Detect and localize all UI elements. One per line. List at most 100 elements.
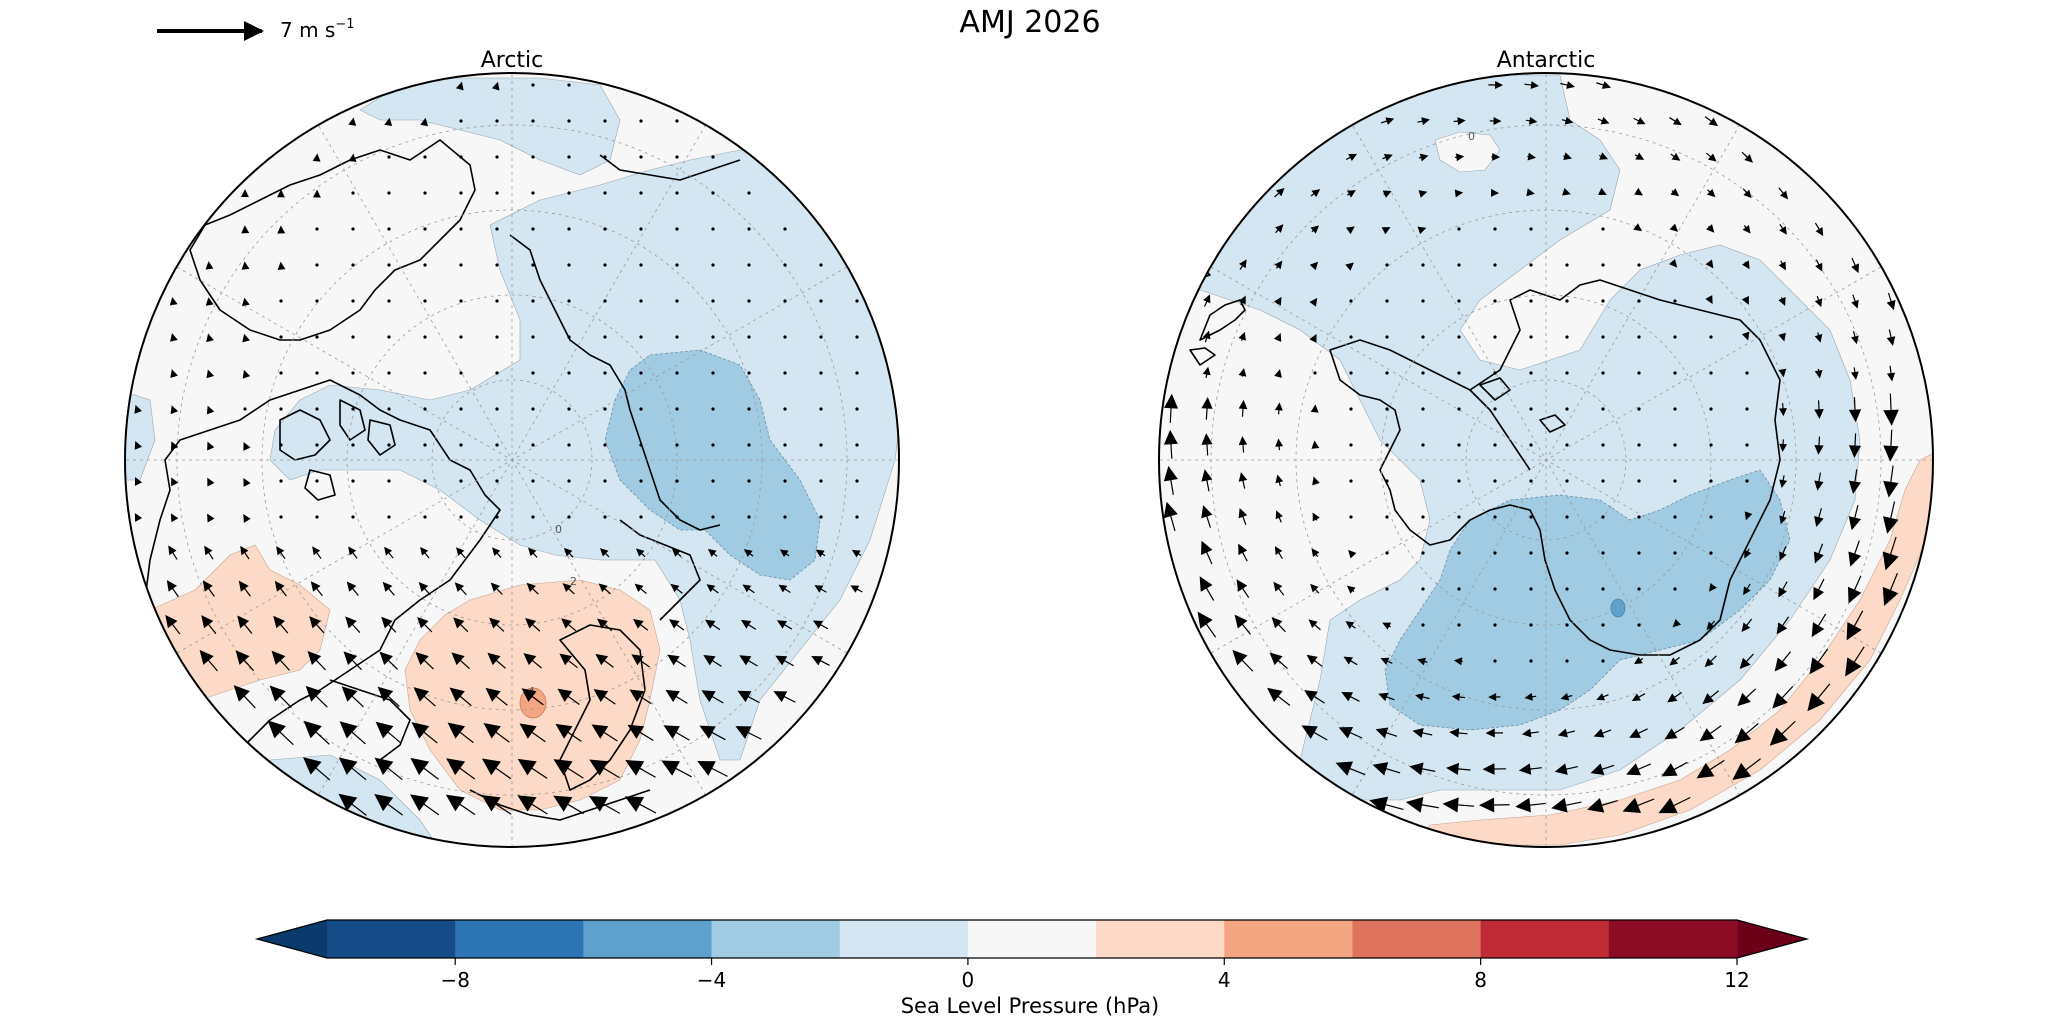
wind-vector (1883, 429, 1899, 462)
wind-vector (483, 722, 510, 743)
wind-vector (206, 333, 214, 343)
wind-vector (1529, 443, 1533, 447)
wind-vector (747, 407, 751, 411)
wind-vector (1529, 479, 1533, 483)
wind-vector (1779, 439, 1788, 452)
colorbar-segment (1096, 920, 1225, 958)
wind-vector (1457, 551, 1461, 555)
wind-vector (811, 656, 830, 666)
wind-vector (387, 155, 391, 159)
wind-vector (521, 688, 544, 706)
wind-vector (1598, 152, 1609, 160)
wind-vector (1421, 623, 1425, 627)
wind-vector (1565, 659, 1569, 663)
wind-vector (1274, 187, 1285, 198)
wind-vector (454, 582, 467, 596)
wind-vector (1421, 479, 1425, 483)
wind-vector (1673, 515, 1677, 519)
arctic-contour-label-0: 0 (555, 523, 562, 536)
colorbar-segment (327, 920, 456, 958)
wind-vector (851, 549, 862, 558)
wind-vector (307, 650, 326, 671)
wind-vector (1882, 501, 1899, 534)
wind-vector (1601, 515, 1605, 519)
wind-vector (1524, 692, 1537, 701)
wind-vector (639, 191, 643, 195)
wind-vector (1274, 260, 1283, 270)
antarctic-graticule (1159, 73, 1933, 847)
wind-vector (783, 443, 787, 447)
wind-vector (1850, 367, 1859, 380)
wind-vector (348, 117, 357, 126)
wind-vector (779, 549, 790, 558)
wind-vector (1345, 153, 1358, 162)
wind-vector (639, 371, 643, 375)
wind-vector (1275, 224, 1284, 234)
wind-vector (1814, 222, 1824, 237)
wind-vector (169, 296, 178, 306)
wind-vector (1565, 551, 1569, 555)
wind-vector (553, 759, 584, 779)
wind-vector (1421, 371, 1425, 375)
wind-vector (1560, 692, 1573, 701)
wind-vector (1442, 797, 1475, 813)
wind-vector (711, 371, 715, 375)
wind-vector (1851, 294, 1859, 309)
wind-vector (1378, 692, 1395, 702)
wind-vector (1745, 371, 1749, 375)
wind-vector (1779, 223, 1787, 235)
wind-vector (170, 513, 179, 523)
wind-vector (1769, 720, 1796, 746)
antarctic-deep-low-region (1384, 469, 1791, 731)
wind-vector (1778, 581, 1788, 598)
wind-vector (1551, 797, 1582, 813)
wind-vector (1311, 440, 1320, 449)
wind-vector (1709, 479, 1713, 483)
wind-vector (1202, 330, 1211, 343)
wind-vector (1417, 117, 1430, 126)
wind-vector (1706, 188, 1716, 198)
wind-vector (134, 404, 142, 414)
wind-vector (305, 685, 328, 708)
wind-vector (495, 155, 499, 159)
wind-vector (603, 191, 607, 195)
colorbar-tick-label: −4 (697, 968, 726, 992)
wind-vector (346, 581, 359, 596)
wind-vector (410, 794, 440, 816)
wind-vector (1527, 152, 1537, 161)
wind-vector (1203, 294, 1211, 307)
wind-vector (351, 299, 355, 303)
wind-vector (1633, 223, 1642, 232)
wind-vector (1778, 187, 1789, 200)
wind-vector (1597, 187, 1607, 195)
wind-vector (1346, 226, 1355, 235)
wind-vector (274, 580, 287, 597)
wind-vector (315, 299, 319, 303)
wind-vector (243, 513, 251, 523)
wind-vector (451, 652, 470, 670)
wind-vector (1743, 583, 1751, 596)
wind-vector (783, 479, 787, 483)
wind-vector (1418, 153, 1429, 162)
wind-vector (1273, 333, 1282, 342)
wind-vector (1634, 187, 1643, 196)
wind-vector (423, 407, 427, 411)
wind-vector (415, 652, 434, 670)
wind-vector (273, 615, 289, 634)
colorbar-tick-label: 0 (962, 968, 975, 992)
wind-vector (1554, 763, 1579, 775)
wind-vector (345, 616, 361, 633)
wind-vector (1637, 515, 1641, 519)
wind-vector (1851, 330, 1859, 345)
wind-vector (1385, 587, 1389, 591)
wind-vector (783, 299, 787, 303)
wind-vector (675, 155, 679, 159)
wind-vector (241, 297, 250, 307)
wind-vector (495, 407, 499, 411)
wind-vector (1633, 117, 1646, 125)
colorbar-segment (1224, 920, 1353, 958)
wind-vector (1814, 436, 1824, 455)
wind-vector (634, 583, 647, 594)
wind-vector (459, 335, 463, 339)
